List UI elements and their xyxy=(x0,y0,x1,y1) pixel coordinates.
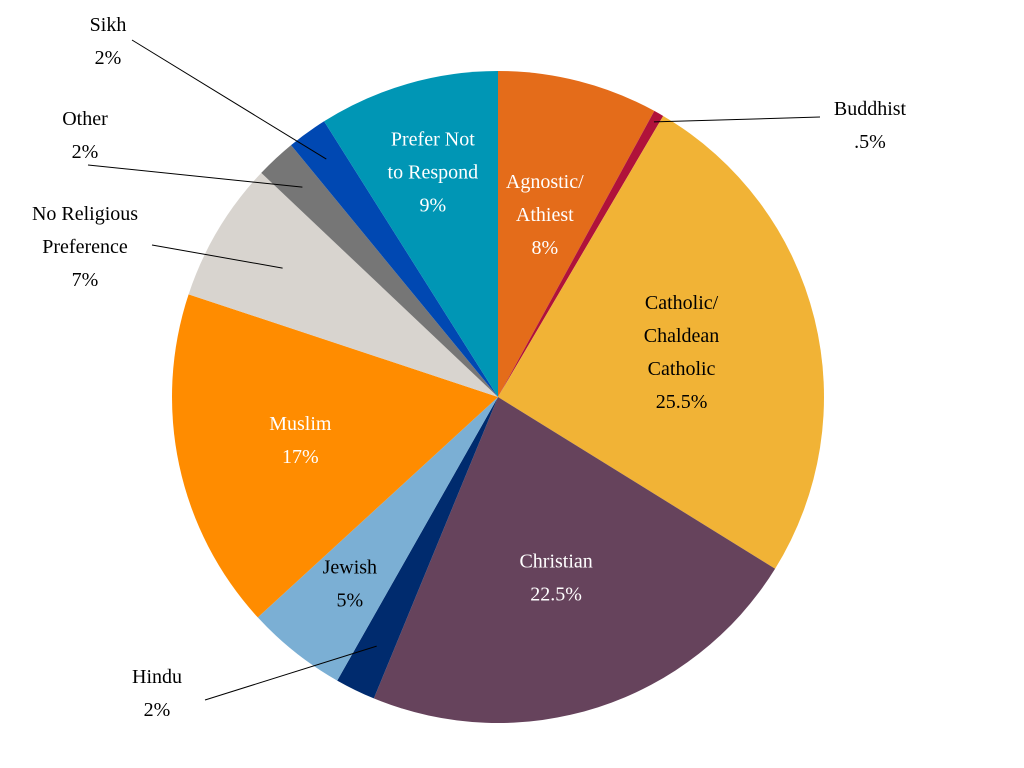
slice-label-hindu: Hindu 2% xyxy=(132,666,182,721)
slice-label-sikh: Sikh 2% xyxy=(90,14,127,69)
slice-label-jewish: Jewish 5% xyxy=(323,557,377,612)
leader-line-buddhist xyxy=(653,116,821,123)
pie-slice-christian xyxy=(373,397,776,723)
slice-label-no-religious-preference: No Religious Preference 7% xyxy=(32,203,138,291)
pie-slice-hindu xyxy=(337,397,498,699)
slices-layer xyxy=(171,71,825,723)
slice-name-line-no-religious-preference: No Religious xyxy=(32,203,138,225)
slice-name-line-catholic-chaldean-catholic: Catholic xyxy=(648,358,716,380)
pie-slice-sikh xyxy=(291,121,498,397)
pie-slice-catholic-chaldean-catholic xyxy=(498,115,825,569)
slice-name-line-catholic-chaldean-catholic: Catholic/ xyxy=(645,292,719,314)
slice-name-line-agnostic-athiest: Agnostic/ xyxy=(506,171,584,193)
slice-name-line-buddhist: Buddhist xyxy=(834,98,907,120)
leader-line-no-religious-preference xyxy=(151,244,283,269)
slice-name-line-other: Other xyxy=(62,108,108,130)
slice-percent-no-religious-preference: 7% xyxy=(72,269,99,291)
slice-name-line-agnostic-athiest: Athiest xyxy=(516,204,574,226)
slice-label-catholic-chaldean-catholic: Catholic/Chaldean Catholic 25.5% xyxy=(644,292,720,413)
pie-slice-no-religious-preference xyxy=(188,172,499,397)
slice-percent-catholic-chaldean-catholic: 25.5% xyxy=(656,391,708,413)
slice-percent-hindu: 2% xyxy=(144,699,171,721)
leader-line-sikh xyxy=(131,39,327,160)
slice-percent-other: 2% xyxy=(72,141,99,163)
slice-name-line-christian: Christian xyxy=(519,550,592,572)
pie-slice-muslim xyxy=(171,294,498,618)
slice-percent-agnostic-athiest: 8% xyxy=(531,237,558,259)
leader-lines-layer xyxy=(87,39,821,701)
slice-percent-christian: 22.5% xyxy=(530,583,582,605)
pie-slice-prefer-not-to-respond xyxy=(324,71,498,397)
slice-percent-jewish: 5% xyxy=(336,590,363,612)
slice-label-muslim: Muslim 17% xyxy=(269,413,332,468)
slice-name-line-prefer-not-to-respond: Prefer Not xyxy=(391,129,475,151)
slice-percent-buddhist: .5% xyxy=(854,131,886,153)
slice-percent-prefer-not-to-respond: 9% xyxy=(419,195,446,217)
slice-name-line-sikh: Sikh xyxy=(90,14,127,36)
slice-name-line-muslim: Muslim xyxy=(269,413,332,435)
slice-label-other: Other 2% xyxy=(62,108,108,163)
pie-slice-agnostic-athiest xyxy=(498,71,655,397)
slice-name-line-no-religious-preference: Preference xyxy=(42,236,128,258)
slice-name-line-hindu: Hindu xyxy=(132,666,182,688)
slice-label-agnostic-athiest: Agnostic/Athiest 8% xyxy=(506,171,584,259)
slice-name-line-jewish: Jewish xyxy=(323,557,377,579)
pie-slice-other xyxy=(261,145,498,397)
slice-name-line-catholic-chaldean-catholic: Chaldean xyxy=(644,325,720,347)
leader-line-hindu xyxy=(204,645,377,701)
labels-layer: Agnostic/Athiest 8% Buddhist .5% Catholic/Ch… xyxy=(32,14,907,721)
slice-label-prefer-not-to-respond: Prefer Not to Respond 9% xyxy=(388,129,479,217)
slice-label-buddhist: Buddhist .5% xyxy=(834,98,907,153)
pie-slice-buddhist xyxy=(498,110,664,398)
pie-slice-jewish xyxy=(257,397,498,681)
slice-name-line-prefer-not-to-respond: to Respond xyxy=(388,162,479,184)
slice-percent-sikh: 2% xyxy=(95,47,122,69)
slice-label-christian: Christian 22.5% xyxy=(519,550,592,605)
leader-line-other xyxy=(87,164,303,188)
slice-percent-muslim: 17% xyxy=(282,446,319,468)
